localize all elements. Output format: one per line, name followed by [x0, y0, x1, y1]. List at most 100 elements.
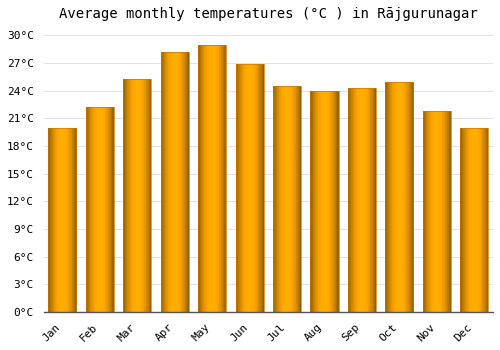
Bar: [425, 111, 426, 312]
Bar: [479, 128, 480, 312]
Bar: [130, 79, 131, 312]
Bar: [174, 52, 175, 312]
Bar: [273, 86, 301, 312]
Bar: [406, 83, 407, 312]
Bar: [337, 91, 338, 312]
Bar: [330, 91, 331, 312]
Bar: [169, 52, 170, 312]
Bar: [186, 52, 187, 312]
Bar: [68, 128, 70, 312]
Bar: [70, 128, 71, 312]
Bar: [401, 83, 402, 312]
Bar: [212, 45, 213, 312]
Bar: [99, 107, 100, 312]
Bar: [460, 128, 461, 312]
Bar: [136, 79, 138, 312]
Bar: [94, 107, 95, 312]
Bar: [370, 88, 371, 312]
Bar: [160, 52, 189, 312]
Bar: [220, 45, 222, 312]
Bar: [273, 86, 274, 312]
Bar: [287, 86, 288, 312]
Bar: [202, 45, 203, 312]
Bar: [427, 111, 428, 312]
Bar: [435, 111, 436, 312]
Bar: [485, 128, 486, 312]
Bar: [320, 91, 321, 312]
Bar: [259, 64, 260, 312]
Bar: [359, 88, 360, 312]
Bar: [466, 128, 468, 312]
Bar: [123, 79, 152, 312]
Bar: [240, 64, 242, 312]
Bar: [244, 64, 246, 312]
Bar: [472, 128, 473, 312]
Bar: [366, 88, 367, 312]
Bar: [371, 88, 372, 312]
Bar: [105, 107, 106, 312]
Bar: [462, 128, 463, 312]
Bar: [253, 64, 254, 312]
Bar: [88, 107, 90, 312]
Bar: [167, 52, 168, 312]
Bar: [328, 91, 329, 312]
Bar: [251, 64, 252, 312]
Bar: [174, 52, 176, 312]
Bar: [200, 45, 201, 312]
Bar: [205, 45, 206, 312]
Bar: [478, 128, 480, 312]
Bar: [183, 52, 184, 312]
Bar: [56, 128, 57, 312]
Bar: [131, 79, 132, 312]
Bar: [204, 45, 205, 312]
Bar: [322, 91, 323, 312]
Bar: [54, 128, 56, 312]
Bar: [128, 79, 129, 312]
Bar: [362, 88, 363, 312]
Bar: [66, 128, 68, 312]
Bar: [364, 88, 365, 312]
Bar: [442, 111, 444, 312]
Bar: [438, 111, 439, 312]
Bar: [350, 88, 351, 312]
Bar: [368, 88, 369, 312]
Bar: [283, 86, 284, 312]
Bar: [461, 128, 462, 312]
Bar: [436, 111, 437, 312]
Bar: [216, 45, 217, 312]
Bar: [51, 128, 52, 312]
Bar: [48, 128, 76, 312]
Bar: [60, 128, 61, 312]
Bar: [468, 128, 469, 312]
Bar: [274, 86, 275, 312]
Bar: [483, 128, 484, 312]
Bar: [410, 83, 412, 312]
Bar: [249, 64, 250, 312]
Bar: [440, 111, 441, 312]
Bar: [162, 52, 163, 312]
Bar: [310, 91, 338, 312]
Bar: [372, 88, 374, 312]
Bar: [311, 91, 312, 312]
Bar: [331, 91, 332, 312]
Bar: [333, 91, 334, 312]
Bar: [140, 79, 141, 312]
Bar: [109, 107, 110, 312]
Bar: [184, 52, 186, 312]
Bar: [164, 52, 165, 312]
Bar: [426, 111, 427, 312]
Bar: [206, 45, 208, 312]
Bar: [403, 83, 404, 312]
Bar: [373, 88, 374, 312]
Bar: [286, 86, 287, 312]
Bar: [163, 52, 164, 312]
Bar: [324, 91, 326, 312]
Bar: [147, 79, 148, 312]
Bar: [213, 45, 214, 312]
Bar: [463, 128, 464, 312]
Bar: [65, 128, 66, 312]
Bar: [314, 91, 316, 312]
Bar: [358, 88, 360, 312]
Bar: [464, 128, 466, 312]
Bar: [400, 83, 401, 312]
